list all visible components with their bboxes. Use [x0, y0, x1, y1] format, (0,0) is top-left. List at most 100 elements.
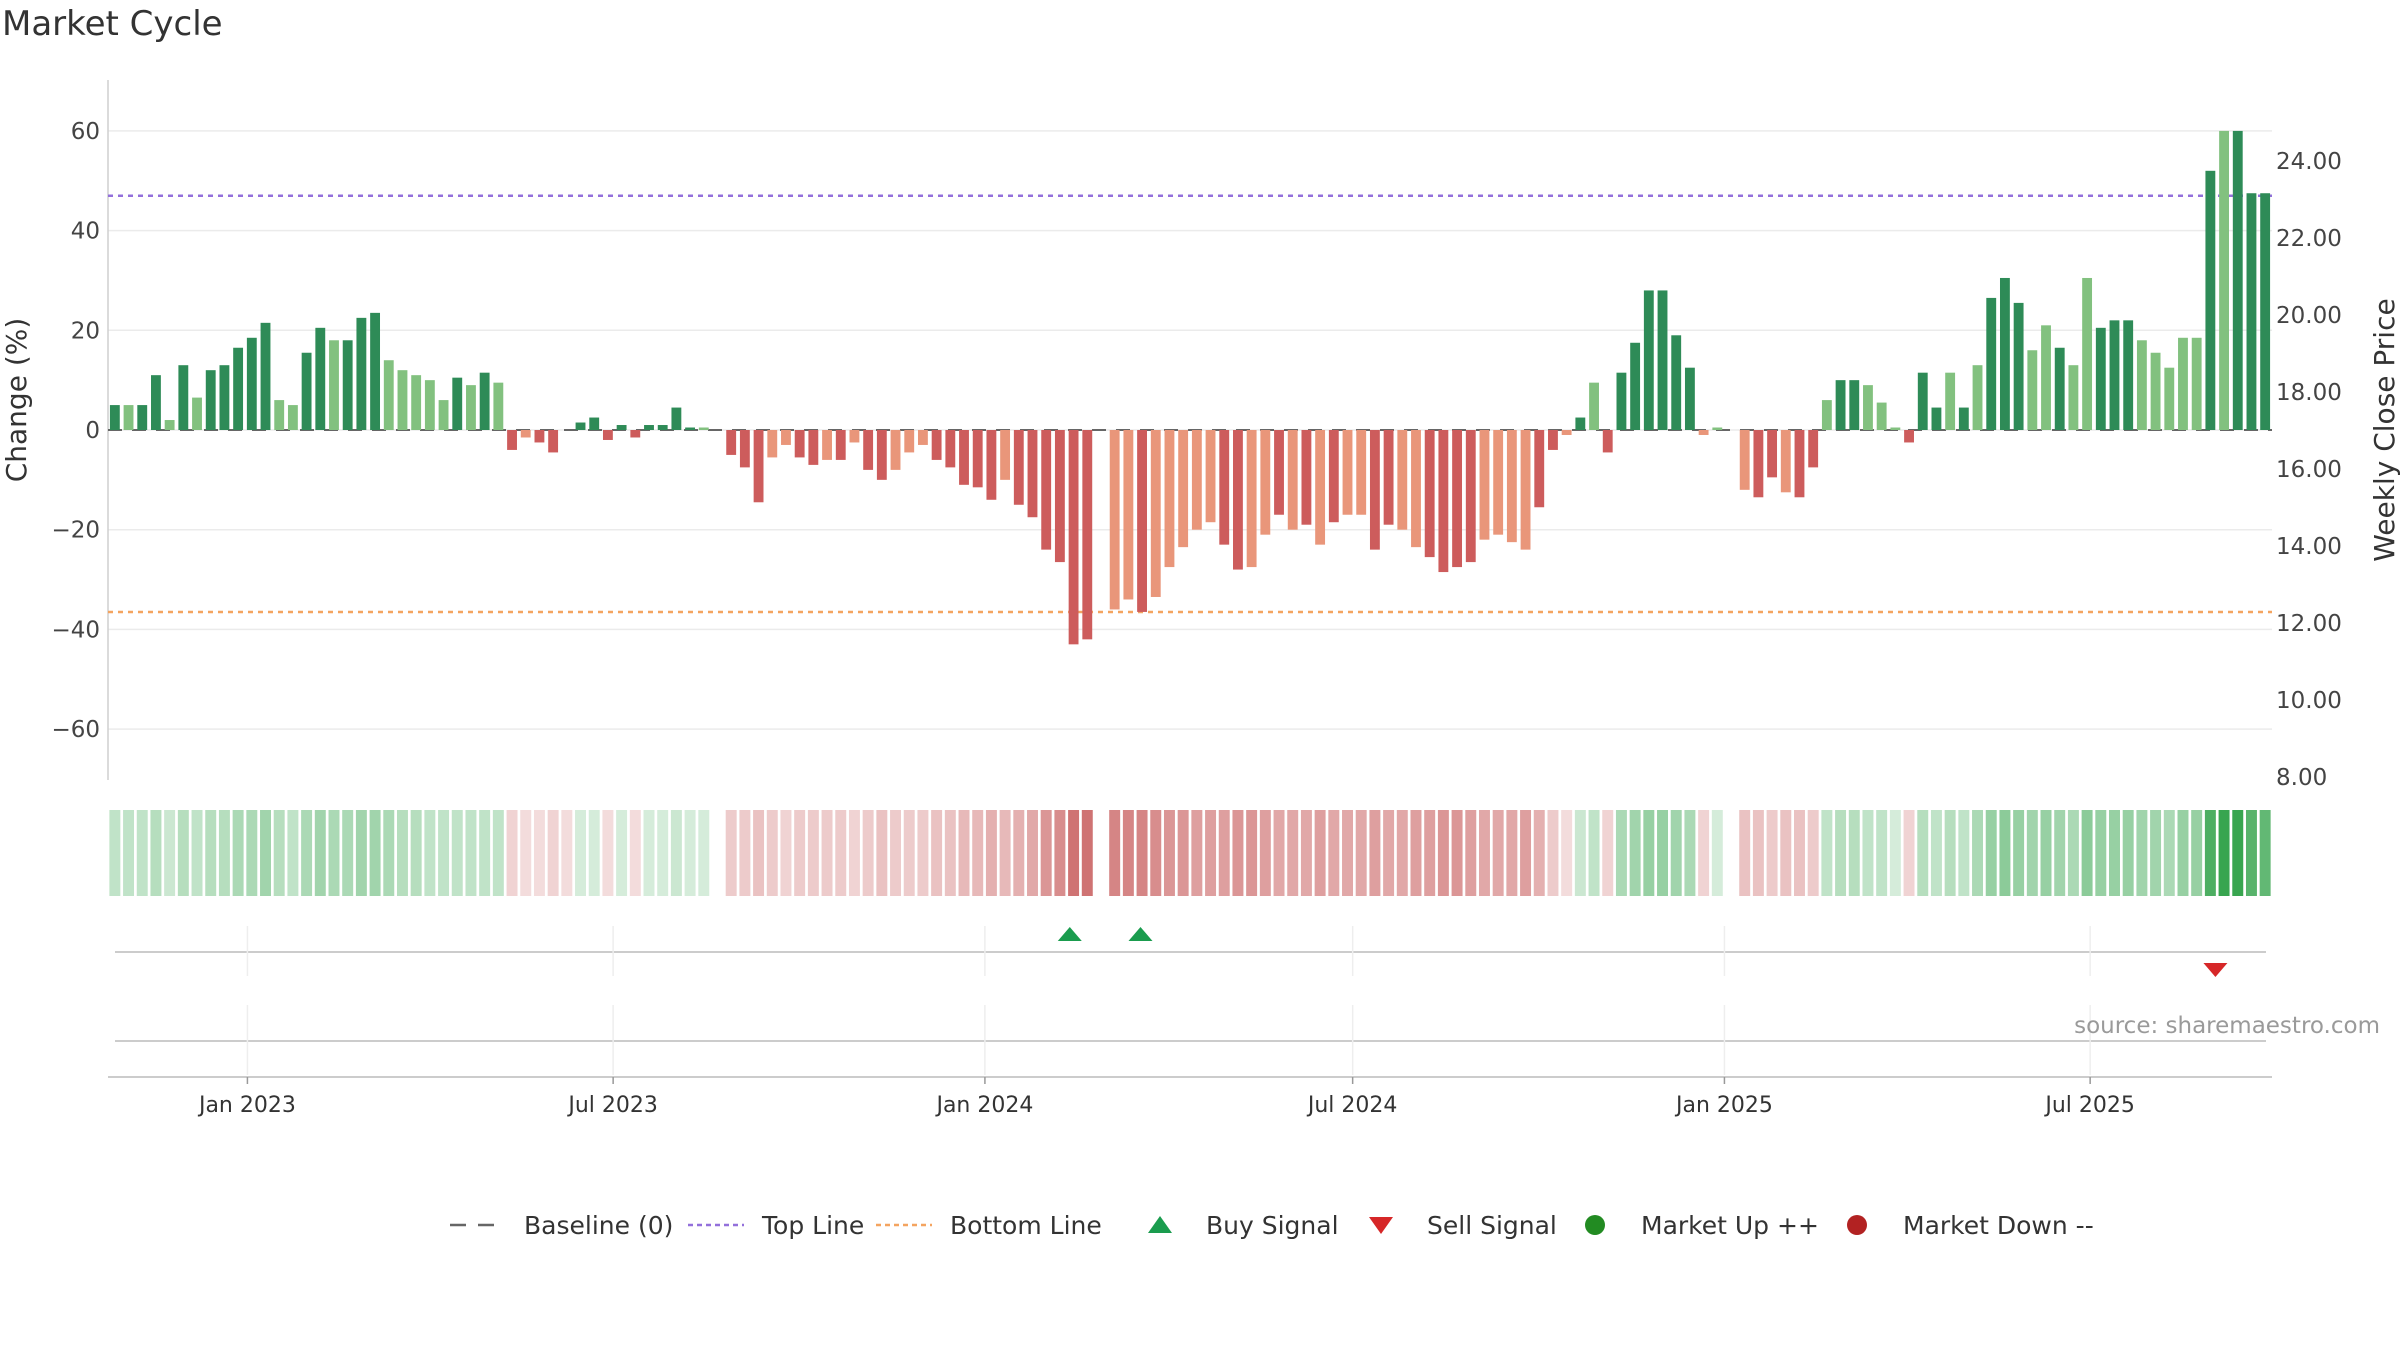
heat-cell — [1780, 810, 1792, 896]
heat-cell — [1602, 810, 1614, 896]
bar — [534, 430, 545, 443]
bar — [931, 430, 942, 460]
heat-cell — [1807, 810, 1819, 896]
heat-cell — [821, 810, 833, 896]
bar — [1137, 430, 1147, 612]
heat-cell — [1109, 810, 1121, 896]
bar — [904, 430, 915, 453]
y-axis-title: Change (%) — [0, 318, 33, 483]
bar — [1876, 402, 1887, 430]
heat-cell — [1273, 810, 1285, 896]
bar — [2219, 130, 2229, 431]
heat-cell — [506, 810, 518, 896]
heat-cell — [835, 810, 847, 896]
heat-cell — [2218, 810, 2230, 896]
bar — [1808, 430, 1819, 468]
legend-item: Baseline (0) — [450, 1211, 673, 1240]
legend-label: Baseline (0) — [524, 1211, 673, 1240]
bar — [657, 425, 668, 430]
bar — [2178, 337, 2188, 430]
heat-cell — [2150, 810, 2162, 896]
bar — [301, 352, 312, 430]
bar — [1630, 342, 1641, 430]
x-axis: Jan 2023 Jul 2023 Jan 2024 Jul 2024 Jan 2025… — [108, 1076, 2272, 1118]
bar — [1561, 430, 1572, 435]
bar — [2123, 320, 2134, 430]
heat-cell — [862, 810, 874, 896]
heat-cell — [629, 810, 641, 896]
heat-cell — [2232, 810, 2244, 896]
y-tick-label: −60 — [51, 717, 100, 743]
bar — [411, 375, 422, 430]
heat-cell — [1615, 810, 1627, 896]
bar — [1287, 430, 1298, 530]
bar — [1684, 367, 1695, 430]
bar — [575, 422, 586, 430]
bar — [2027, 350, 2038, 430]
heat-cell — [301, 810, 313, 896]
bar — [1342, 430, 1353, 515]
bar — [246, 337, 257, 430]
heat-cell — [136, 810, 148, 896]
heat-cell — [1465, 810, 1477, 896]
heat-cell — [547, 810, 559, 896]
bar — [1191, 430, 1202, 530]
heat-cell — [903, 810, 915, 896]
bar — [1671, 335, 1682, 430]
bar — [1013, 430, 1024, 505]
bar — [726, 430, 737, 455]
bar — [616, 425, 627, 430]
legend-label: Buy Signal — [1206, 1211, 1339, 1240]
bar — [1863, 385, 1873, 430]
bar — [287, 405, 298, 430]
heat-cell — [465, 810, 477, 896]
bar — [1260, 430, 1271, 535]
y-tick-label: 20 — [71, 318, 100, 344]
bar — [329, 340, 339, 430]
bar — [342, 340, 353, 430]
heat-cell — [1711, 810, 1723, 896]
heat-cell — [410, 810, 422, 896]
bar — [876, 430, 887, 480]
heat-cell — [1451, 810, 1463, 896]
heat-cell — [931, 810, 943, 896]
bar — [1945, 372, 1956, 430]
heat-cell — [1383, 810, 1395, 896]
heat-cell — [177, 810, 189, 896]
bar — [1041, 430, 1052, 550]
legend-label: Sell Signal — [1427, 1211, 1557, 1240]
bar — [1835, 380, 1846, 430]
heat-cell — [1876, 810, 1888, 896]
y-tick-label: −20 — [51, 518, 100, 544]
y-right-tick-label: 20.00 — [2276, 303, 2342, 329]
heat-cell — [958, 810, 970, 896]
heat-cell — [451, 810, 463, 896]
heat-cell — [1424, 810, 1436, 896]
sell-signal-marker — [2203, 963, 2228, 977]
bar — [2136, 340, 2147, 430]
bar — [370, 312, 381, 430]
heat-cell — [1930, 810, 1942, 896]
bar — [1589, 382, 1599, 430]
bar — [383, 360, 394, 430]
bar — [1452, 430, 1463, 568]
heat-cell — [575, 810, 586, 896]
legend-buy-icon — [1148, 1216, 1172, 1233]
heat-cell — [1150, 810, 1162, 896]
bar — [2041, 325, 2051, 430]
heat-cell — [2040, 810, 2052, 896]
bar — [493, 382, 504, 430]
bar — [1506, 430, 1517, 543]
bar — [1904, 430, 1914, 443]
heat-cell — [1684, 810, 1696, 896]
heat-cell — [342, 810, 354, 896]
bar — [1493, 430, 1504, 535]
bar — [753, 430, 764, 503]
bar — [2191, 337, 2202, 430]
bar — [2054, 347, 2065, 430]
heat-cell — [1437, 810, 1449, 896]
bar — [1986, 297, 1997, 430]
bar — [1479, 430, 1490, 540]
heat-cell — [479, 810, 491, 896]
heat-cell — [1588, 810, 1600, 896]
